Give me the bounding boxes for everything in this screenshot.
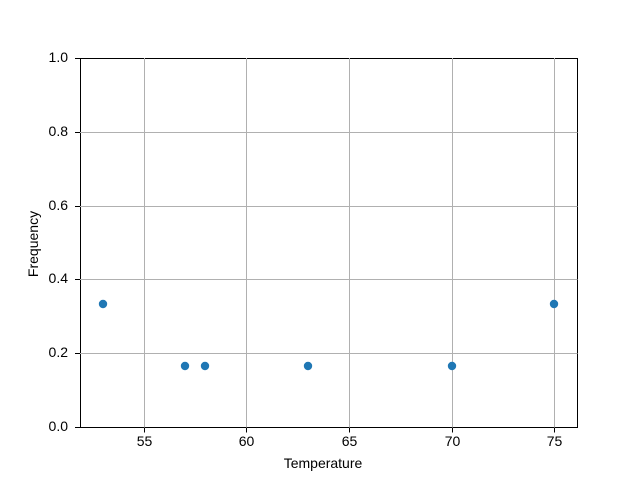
svg-text:Frequency: Frequency	[25, 211, 41, 277]
svg-text:70: 70	[445, 433, 461, 449]
svg-text:0.4: 0.4	[49, 270, 69, 286]
svg-text:1.0: 1.0	[49, 49, 69, 65]
svg-text:Temperature: Temperature	[284, 455, 363, 471]
svg-text:65: 65	[342, 433, 358, 449]
svg-text:75: 75	[547, 433, 563, 449]
svg-text:0.8: 0.8	[49, 123, 69, 139]
svg-text:55: 55	[137, 433, 153, 449]
svg-text:60: 60	[239, 433, 255, 449]
svg-text:0.2: 0.2	[49, 344, 69, 360]
svg-text:0.0: 0.0	[49, 418, 69, 434]
svg-text:0.6: 0.6	[49, 197, 69, 213]
